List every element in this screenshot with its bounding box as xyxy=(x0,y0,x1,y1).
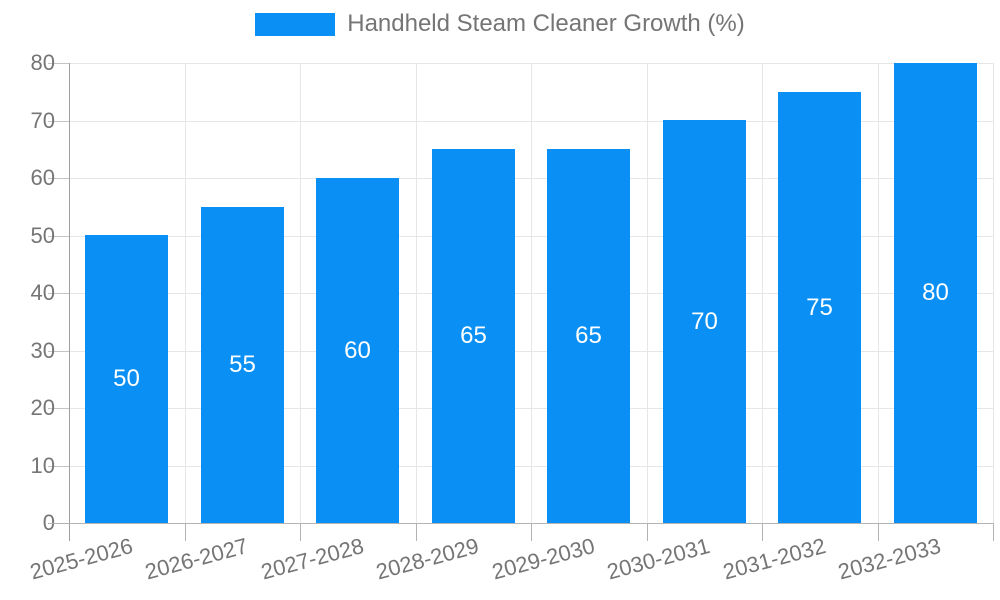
x-axis-tick-label: 2028-2029 xyxy=(373,533,482,585)
bar-2030-2031[interactable] xyxy=(663,120,746,523)
bar-value-label: 55 xyxy=(229,351,256,378)
bar-value-label: 70 xyxy=(691,308,718,335)
bar-2031-2032[interactable] xyxy=(778,92,861,523)
x-axis-tick xyxy=(185,523,186,541)
bar-value-label: 65 xyxy=(575,322,602,349)
x-axis-tick-label: 2026-2027 xyxy=(142,533,251,585)
bar-2027-2028[interactable] xyxy=(316,178,399,523)
x-axis-tick xyxy=(647,523,648,541)
bar-value-label: 80 xyxy=(922,279,949,306)
y-axis-tick-label: 10 xyxy=(30,453,55,478)
bar-value-label: 65 xyxy=(460,322,487,349)
x-gridline xyxy=(878,63,879,523)
x-axis-tick xyxy=(531,523,532,541)
y-axis-tick-label: 30 xyxy=(30,338,55,363)
y-axis-tick xyxy=(48,121,69,122)
x-gridline xyxy=(647,63,648,523)
x-axis-tick-label: 2030-2031 xyxy=(604,533,713,585)
y-axis-tick xyxy=(48,293,69,294)
bar-2032-2033[interactable] xyxy=(894,63,977,523)
x-gridline xyxy=(762,63,763,523)
y-axis-tick xyxy=(48,63,69,64)
y-axis-line xyxy=(69,63,70,541)
y-axis-tick-label: 0 xyxy=(42,510,55,535)
x-gridline xyxy=(531,63,532,523)
x-axis-tick xyxy=(993,523,994,541)
y-axis-tick-label: 50 xyxy=(30,223,55,248)
x-gridline xyxy=(300,63,301,523)
y-axis-tick-label: 40 xyxy=(30,280,55,305)
x-axis-tick xyxy=(762,523,763,541)
x-gridline xyxy=(416,63,417,523)
bar-value-label: 75 xyxy=(806,294,833,321)
bar-value-label: 50 xyxy=(113,365,140,392)
bar-value-label: 60 xyxy=(344,337,371,364)
bar-2029-2030[interactable] xyxy=(547,149,630,523)
y-axis-tick xyxy=(48,408,69,409)
x-axis-tick-label: 2027-2028 xyxy=(258,533,367,585)
y-axis-tick xyxy=(48,236,69,237)
y-axis-tick xyxy=(48,466,69,467)
x-axis-tick-label: 2029-2030 xyxy=(489,533,598,585)
y-axis-tick-label: 60 xyxy=(30,165,55,190)
chart-legend: Handheld Steam Cleaner Growth (%) xyxy=(0,0,1000,48)
legend-color-swatch xyxy=(255,12,336,36)
y-axis-tick-label: 80 xyxy=(30,50,55,75)
x-axis-tick-label: 2031-2032 xyxy=(720,533,829,585)
legend-item[interactable]: Handheld Steam Cleaner Growth (%) xyxy=(255,12,745,36)
x-axis-tick-label: 2025-2026 xyxy=(27,533,136,585)
y-axis-tick-label: 20 xyxy=(30,395,55,420)
bar-2026-2027[interactable] xyxy=(201,207,284,523)
y-axis-tick xyxy=(48,178,69,179)
x-gridline xyxy=(185,63,186,523)
x-axis-tick-label: 2032-2033 xyxy=(835,533,944,585)
x-axis-line xyxy=(48,523,993,524)
y-axis-tick-label: 70 xyxy=(30,108,55,133)
x-axis-tick xyxy=(300,523,301,541)
x-axis-tick xyxy=(416,523,417,541)
legend-label: Handheld Steam Cleaner Growth (%) xyxy=(347,10,745,37)
x-axis-tick xyxy=(878,523,879,541)
y-axis-tick xyxy=(48,351,69,352)
bar-2025-2026[interactable] xyxy=(85,235,168,523)
x-gridline xyxy=(993,63,994,523)
bar-2028-2029[interactable] xyxy=(432,149,515,523)
